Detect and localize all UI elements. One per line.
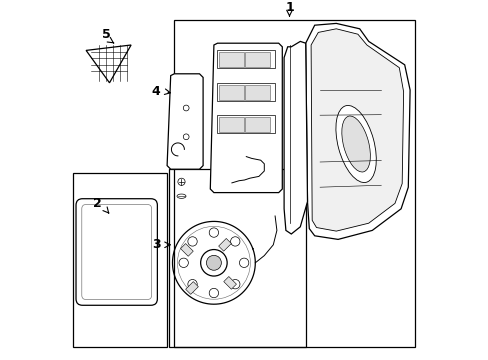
Bar bbox=[244, 85, 270, 100]
Circle shape bbox=[209, 228, 218, 237]
Polygon shape bbox=[305, 23, 409, 239]
Text: 3: 3 bbox=[152, 238, 160, 251]
Bar bbox=[217, 83, 275, 101]
Circle shape bbox=[209, 288, 218, 298]
Bar bbox=[224, 276, 236, 289]
Ellipse shape bbox=[341, 116, 369, 172]
Circle shape bbox=[179, 258, 188, 267]
Polygon shape bbox=[86, 45, 131, 83]
Ellipse shape bbox=[177, 194, 185, 198]
Bar bbox=[244, 117, 270, 132]
Polygon shape bbox=[310, 29, 403, 231]
Bar bbox=[73, 173, 167, 347]
Circle shape bbox=[187, 237, 197, 246]
FancyBboxPatch shape bbox=[76, 199, 157, 305]
Circle shape bbox=[200, 249, 227, 276]
Text: 4: 4 bbox=[152, 85, 161, 98]
Bar bbox=[180, 244, 193, 256]
Circle shape bbox=[230, 279, 240, 289]
Circle shape bbox=[206, 255, 221, 270]
Circle shape bbox=[183, 134, 189, 140]
Text: 2: 2 bbox=[93, 197, 102, 210]
Bar bbox=[185, 282, 198, 294]
Circle shape bbox=[178, 178, 185, 185]
Circle shape bbox=[187, 279, 197, 289]
Polygon shape bbox=[210, 43, 282, 193]
Bar bbox=[244, 52, 270, 67]
Bar bbox=[217, 115, 275, 133]
Bar bbox=[168, 169, 305, 347]
Bar bbox=[218, 52, 244, 67]
FancyBboxPatch shape bbox=[81, 204, 151, 300]
Circle shape bbox=[230, 237, 240, 246]
Text: 1: 1 bbox=[285, 1, 293, 14]
Polygon shape bbox=[284, 41, 307, 234]
Bar bbox=[218, 238, 231, 251]
Bar bbox=[174, 20, 415, 347]
Bar bbox=[218, 85, 244, 100]
Ellipse shape bbox=[335, 105, 375, 183]
Circle shape bbox=[239, 258, 248, 267]
Circle shape bbox=[183, 105, 189, 111]
Text: 5: 5 bbox=[102, 28, 110, 41]
Polygon shape bbox=[167, 74, 203, 169]
Bar bbox=[218, 117, 244, 132]
Bar bbox=[217, 50, 275, 68]
